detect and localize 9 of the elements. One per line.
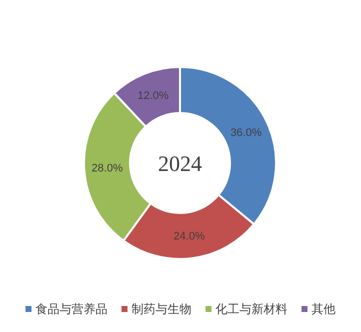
data-label: 36.0% bbox=[230, 126, 262, 139]
legend-label: 食品与营养品 bbox=[36, 302, 108, 316]
data-label: 24.0% bbox=[174, 230, 205, 242]
data-label: 28.0% bbox=[92, 162, 123, 175]
text: 2024 bbox=[158, 151, 202, 176]
legend-label: 化工与新材料 bbox=[216, 302, 288, 316]
legend-label: 制药与生物 bbox=[132, 302, 192, 316]
legend-label: 其他 bbox=[312, 302, 336, 316]
data-label: 12.0% bbox=[138, 90, 169, 102]
